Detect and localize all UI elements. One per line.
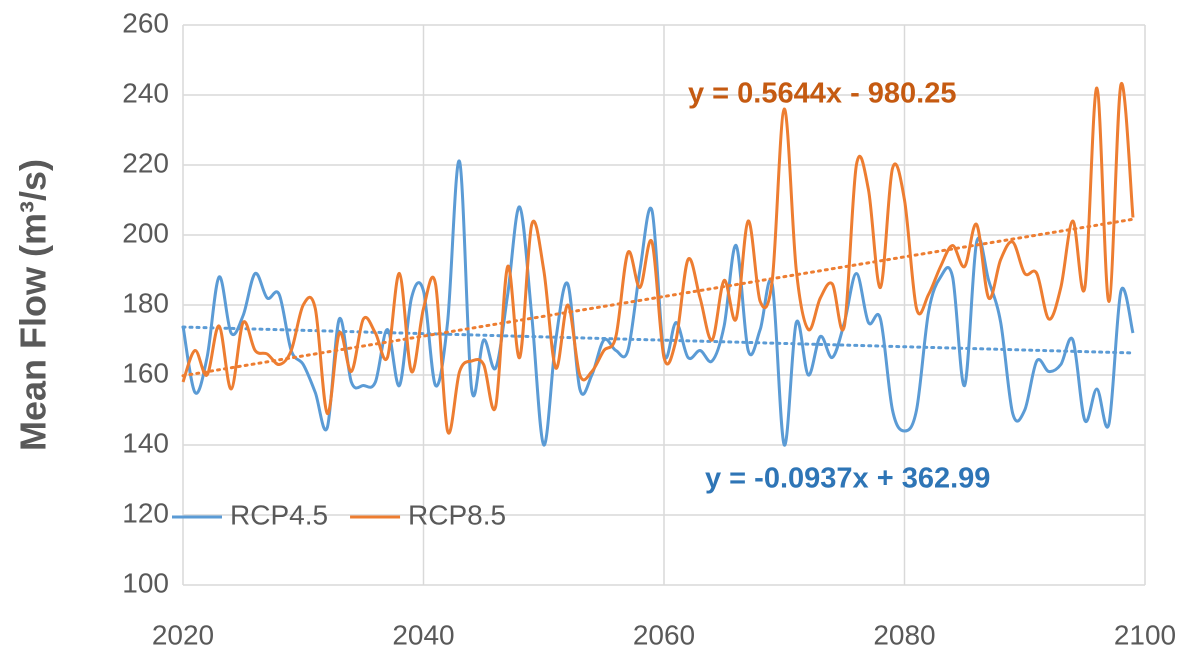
y-tick-label: 240 <box>122 77 169 108</box>
trend-line <box>181 217 1135 378</box>
x-tick-label: 2020 <box>152 619 214 650</box>
y-tick-label: 260 <box>122 7 169 38</box>
y-tick-label: 180 <box>122 287 169 318</box>
y-axis-label: Mean Flow (m³/s) <box>13 159 54 451</box>
x-tick-label: 2080 <box>873 619 935 650</box>
legend-label: RCP4.5 <box>230 499 328 530</box>
y-tick-label: 160 <box>122 357 169 388</box>
y-tick-label: 120 <box>122 497 169 528</box>
x-tick-label: 2060 <box>633 619 695 650</box>
trend-equation: y = 0.5644x - 980.25 <box>688 78 956 110</box>
data-line <box>181 159 1135 447</box>
trend-line <box>181 325 1135 355</box>
y-tick-label: 220 <box>122 147 169 178</box>
y-tick-label: 200 <box>122 217 169 248</box>
legend-label: RCP8.5 <box>408 499 506 530</box>
y-tick-label: 140 <box>122 427 169 458</box>
y-tick-label: 100 <box>122 567 169 598</box>
x-tick-label: 2100 <box>1114 619 1176 650</box>
trend-equation: y = -0.0937x + 362.99 <box>705 463 990 495</box>
data-line <box>181 82 1135 435</box>
x-tick-label: 2040 <box>392 619 454 650</box>
